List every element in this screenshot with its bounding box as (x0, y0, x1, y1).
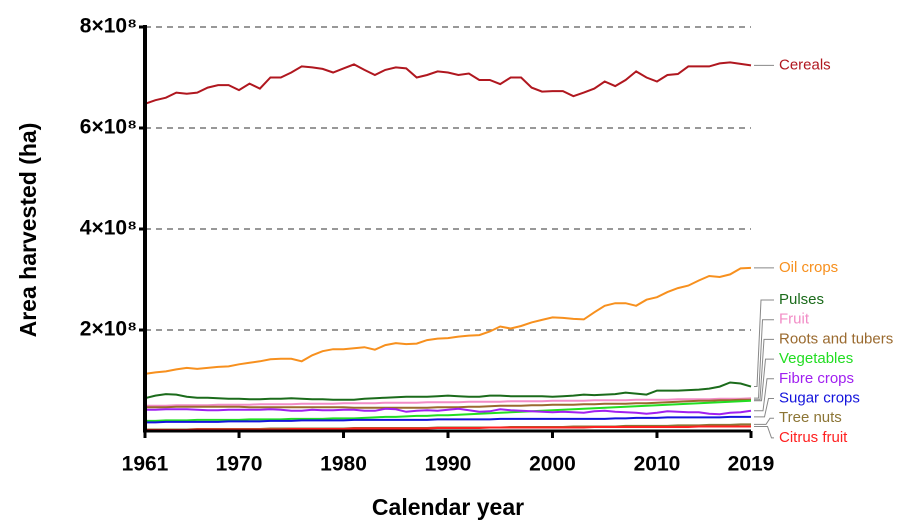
series-label: Fruit (779, 311, 810, 328)
series-line (145, 407, 752, 416)
y-tick-label: 4×10⁸ (80, 217, 137, 240)
series-label: Roots and tubers (779, 330, 893, 347)
series-line (145, 415, 751, 424)
series-line (144, 381, 752, 401)
series-label: Cereals (779, 56, 831, 73)
series-line (145, 399, 752, 422)
label-connector (754, 319, 774, 399)
x-tick-label: 1980 (320, 453, 367, 476)
series-label: Oil crops (779, 259, 838, 276)
x-tick-label: 2000 (529, 453, 576, 476)
label-connector (754, 299, 774, 388)
series-line (145, 397, 752, 407)
label-connector (754, 398, 774, 418)
series-line (144, 61, 752, 105)
series-label: Tree nuts (779, 409, 842, 426)
series-label: Vegetables (779, 350, 853, 367)
y-tick-label: 6×10⁸ (80, 116, 137, 139)
series-label: Fibre crops (779, 370, 854, 387)
x-axis-title: Calendar year (372, 494, 524, 520)
y-tick-label: 2×10⁸ (80, 318, 137, 341)
x-tick-label: 2019 (728, 453, 775, 476)
x-tick-label: 1961 (122, 453, 169, 476)
series-label: Sugar crops (779, 389, 860, 406)
label-connector (754, 425, 774, 439)
y-tick-label: 8×10⁸ (80, 15, 137, 38)
x-tick-label: 2010 (634, 453, 681, 476)
series-line (144, 266, 752, 375)
label-connector (754, 358, 774, 402)
series-label: Citrus fruit (779, 429, 848, 446)
label-connector (754, 378, 774, 412)
label-connector (754, 417, 774, 425)
series-line (145, 398, 751, 409)
x-tick-label: 1990 (425, 453, 472, 476)
series-label: Pulses (779, 291, 824, 308)
x-tick-label: 1970 (216, 453, 263, 476)
y-axis-title: Area harvested (ha) (15, 123, 41, 338)
label-connector (754, 338, 774, 401)
